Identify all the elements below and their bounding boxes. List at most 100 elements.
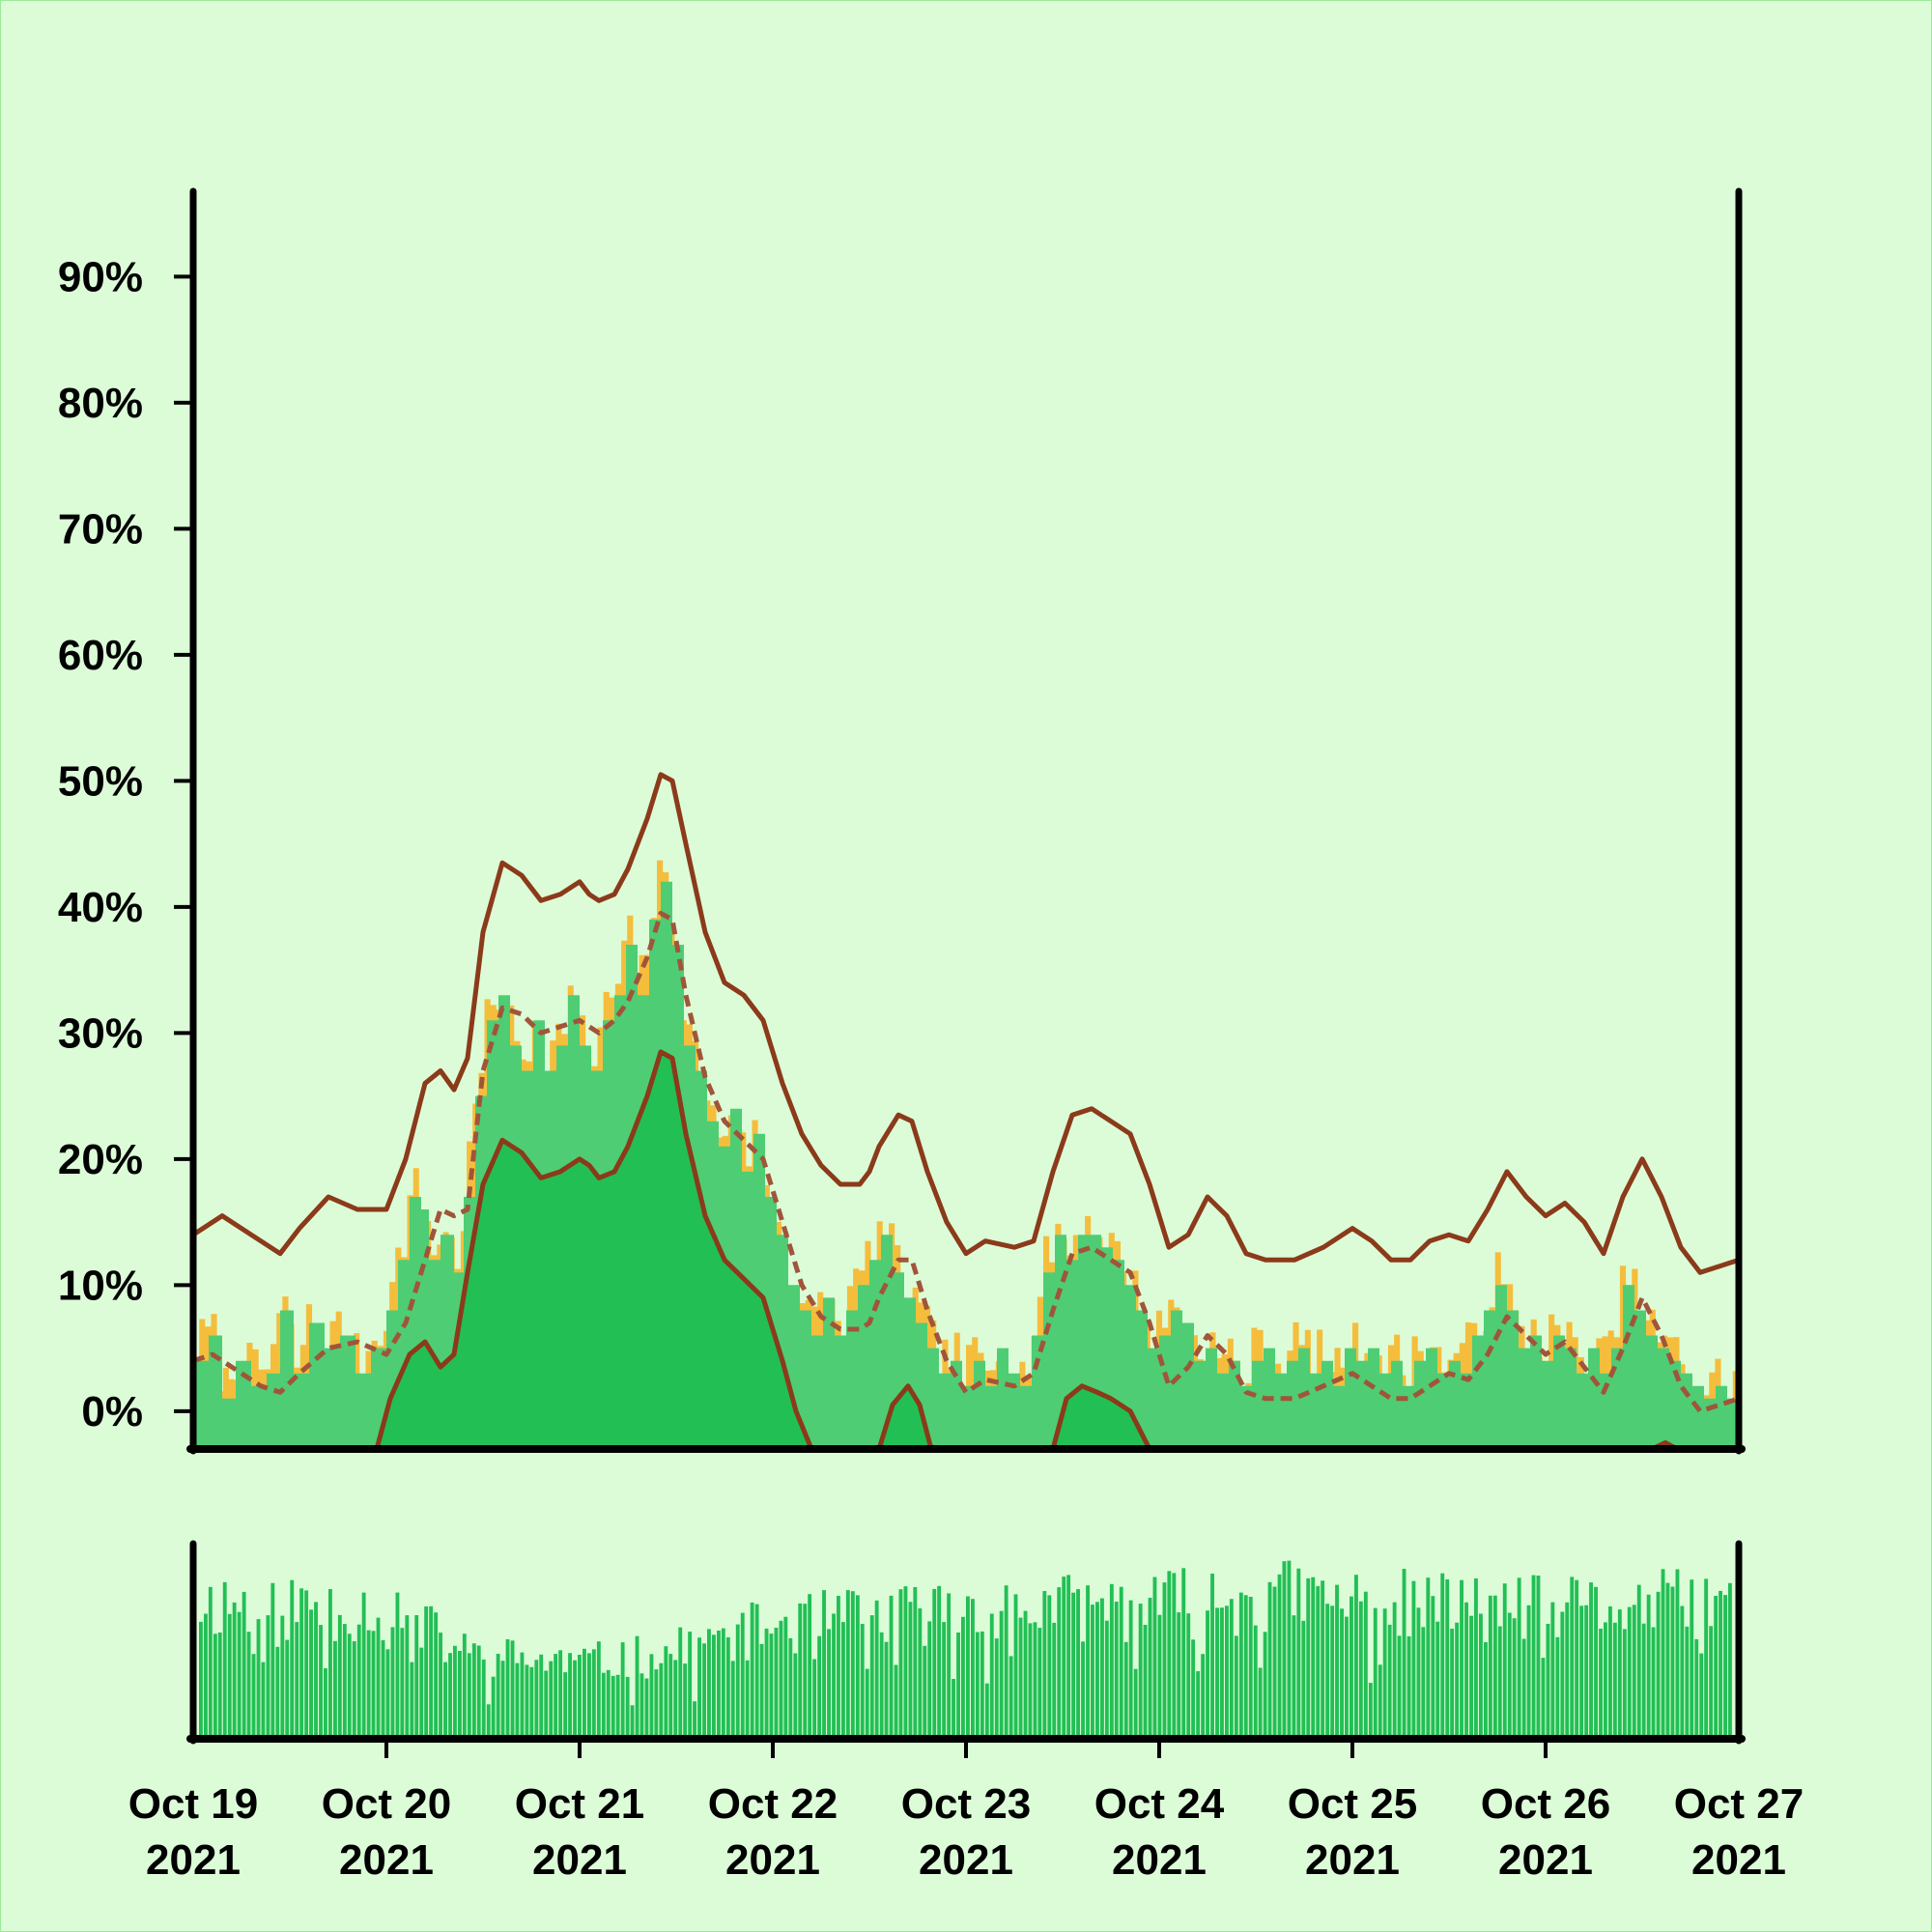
volume-bar (783, 1616, 788, 1739)
y-tick-label-6: 60% (58, 632, 143, 679)
volume-bar (855, 1595, 860, 1739)
volume-bar (1018, 1617, 1023, 1739)
volume-bar (999, 1610, 1004, 1739)
x-tick-year-4: 2021 (919, 1836, 1013, 1884)
volume-bar (486, 1704, 491, 1739)
volume-bar (898, 1589, 903, 1739)
x-tick-year-8: 2021 (1691, 1836, 1786, 1884)
volume-bar (730, 1661, 735, 1739)
volume-bar (1402, 1569, 1406, 1739)
volume-bar (1081, 1641, 1085, 1739)
volume-bar (707, 1629, 711, 1739)
volume-bar (1608, 1605, 1612, 1739)
volume-bar (725, 1636, 730, 1739)
volume-bar (1172, 1573, 1177, 1739)
volume-bar (424, 1606, 429, 1739)
volume-bar (1272, 1586, 1277, 1739)
volume-bar (256, 1619, 261, 1739)
volume-bar (1358, 1601, 1363, 1739)
y-axis: 0% 10% 20% 30% 40% 50% 60% 70% 80% 90% (58, 253, 193, 1435)
volume-bar (683, 1663, 688, 1739)
volume-bar (717, 1631, 721, 1739)
y-tick-label-4: 40% (58, 884, 143, 931)
volume-bar (1095, 1602, 1099, 1739)
volume-bar (1023, 1610, 1028, 1739)
x-tick-label-5: Oct 24 (1094, 1780, 1225, 1828)
volume-bar (1143, 1625, 1148, 1739)
volume-bar (1109, 1583, 1114, 1739)
volume-bar (1363, 1591, 1368, 1739)
y-tick-label-8: 80% (58, 380, 143, 427)
volume-bar (1042, 1591, 1047, 1739)
x-tick-year-2: 2021 (532, 1836, 627, 1884)
volume-bar (558, 1650, 563, 1739)
volume-bar (304, 1590, 309, 1739)
volume-bar (395, 1592, 400, 1739)
volume-bar (740, 1612, 745, 1739)
volume-bar (721, 1628, 725, 1739)
volume-bar (869, 1615, 874, 1739)
x-tick-label-8: Oct 27 (1674, 1780, 1804, 1828)
volume-bar (587, 1653, 591, 1739)
volume-bar (927, 1621, 932, 1739)
volume-bar (549, 1661, 554, 1739)
volume-bar (1119, 1586, 1123, 1739)
volume-bar (659, 1662, 664, 1739)
volume-bar (1210, 1574, 1214, 1739)
x-tick-label-6: Oct 25 (1288, 1780, 1418, 1828)
volume-bar (865, 1668, 869, 1739)
volume-bar (961, 1616, 965, 1739)
volume-bar (251, 1654, 256, 1739)
volume-bar (1335, 1584, 1339, 1739)
mid-dashed-line (195, 910, 1739, 1414)
x-tick-year-6: 2021 (1305, 1836, 1400, 1884)
volume-bar (1589, 1582, 1593, 1739)
volume-bar (808, 1594, 812, 1739)
volume-bar (467, 1653, 471, 1739)
volume-bar (405, 1615, 410, 1739)
volume-bar (827, 1629, 831, 1739)
volume-bar (227, 1613, 232, 1739)
y-tick-label-5: 50% (58, 757, 143, 805)
volume-bar (1028, 1623, 1033, 1739)
volume-bar (539, 1654, 544, 1739)
volume-bar (333, 1640, 337, 1739)
volume-bar (702, 1643, 706, 1739)
volume-bar (1594, 1586, 1598, 1739)
volume-bar (932, 1588, 937, 1739)
lower-bound-line (374, 1049, 1679, 1449)
volume-bar (1316, 1585, 1321, 1739)
volume-bar (712, 1634, 716, 1739)
volume-bar (1340, 1608, 1344, 1739)
volume-bar (1253, 1625, 1258, 1739)
volume-bar (1656, 1591, 1661, 1739)
volume-bar (639, 1673, 644, 1739)
volume-bar (496, 1654, 500, 1739)
volume-bar (1531, 1575, 1536, 1739)
volume-bar (400, 1628, 405, 1739)
volume-bar (1474, 1578, 1478, 1739)
volume-bar (1584, 1605, 1589, 1739)
volume-bar (217, 1633, 222, 1739)
volume-bar (525, 1664, 529, 1739)
volume-bar (745, 1660, 750, 1739)
volume-bar (1670, 1586, 1675, 1739)
x-tick-year-7: 2021 (1498, 1836, 1593, 1884)
volume-bar (429, 1605, 434, 1739)
volume-bar (1460, 1579, 1463, 1739)
upper-bound-line (195, 772, 1739, 1275)
volume-bar (812, 1659, 817, 1739)
volume-bar (822, 1590, 826, 1739)
volume-bar (1680, 1605, 1685, 1739)
volume-bar (625, 1676, 630, 1739)
volume-bar (1488, 1595, 1492, 1739)
volume-bar (1541, 1658, 1546, 1739)
x-tick-label-2: Oct 21 (515, 1780, 645, 1828)
volume-bar (1368, 1683, 1373, 1739)
volume-bar (1632, 1605, 1636, 1739)
volume-bar (1225, 1605, 1229, 1739)
volume-bar (371, 1631, 376, 1739)
volume-bar (798, 1603, 803, 1739)
volume-bar (923, 1645, 927, 1739)
volume-bar (285, 1639, 290, 1739)
